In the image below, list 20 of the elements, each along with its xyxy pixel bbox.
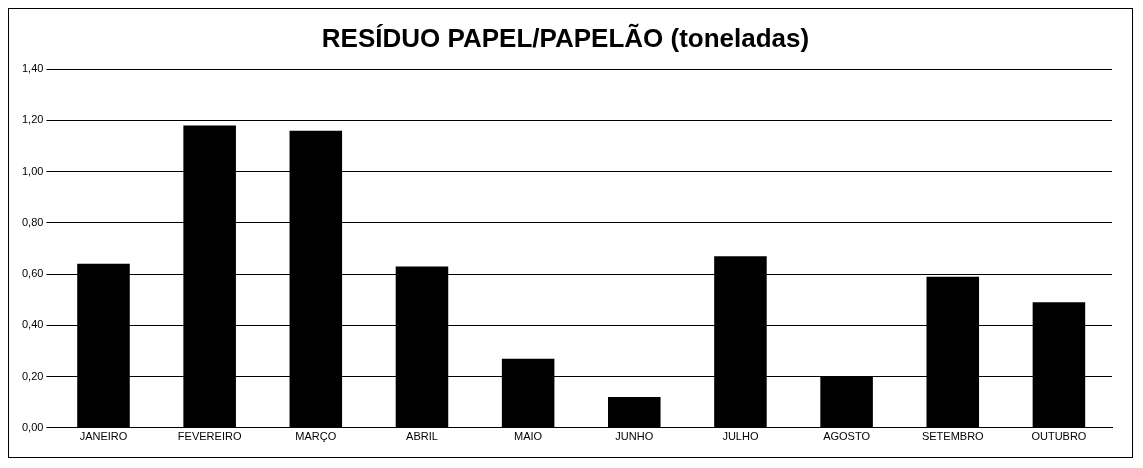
y-tick-label: 1,20 [21, 113, 44, 126]
bar [608, 397, 661, 428]
y-tick-label: 1,40 [21, 62, 44, 75]
y-tick-label: 0,40 [21, 318, 44, 331]
x-tick-label: JUNHO [615, 430, 654, 443]
x-tick-label: FEVEREIRO [177, 430, 242, 443]
y-tick-label: 0,20 [21, 369, 44, 382]
x-tick-label: ABRIL [406, 430, 438, 443]
chart-title: RESÍDUO PAPEL/PAPELÃO (toneladas) [321, 22, 810, 53]
x-tick-label: JULHO [722, 430, 759, 443]
x-tick-label: MARÇO [295, 430, 337, 443]
y-tick-label: 0,60 [21, 267, 44, 280]
x-tick-label: OUTUBRO [1031, 430, 1087, 443]
y-tick-label: 1,00 [21, 164, 44, 177]
x-tick-label: MAIO [514, 430, 543, 443]
x-tick-label: SETEMBRO [921, 430, 985, 443]
y-tick-label: 0,80 [21, 215, 44, 228]
y-tick-label: 0,00 [21, 420, 44, 433]
x-tick-label: JANEIRO [79, 430, 128, 443]
x-tick-label: AGOSTO [823, 430, 871, 443]
